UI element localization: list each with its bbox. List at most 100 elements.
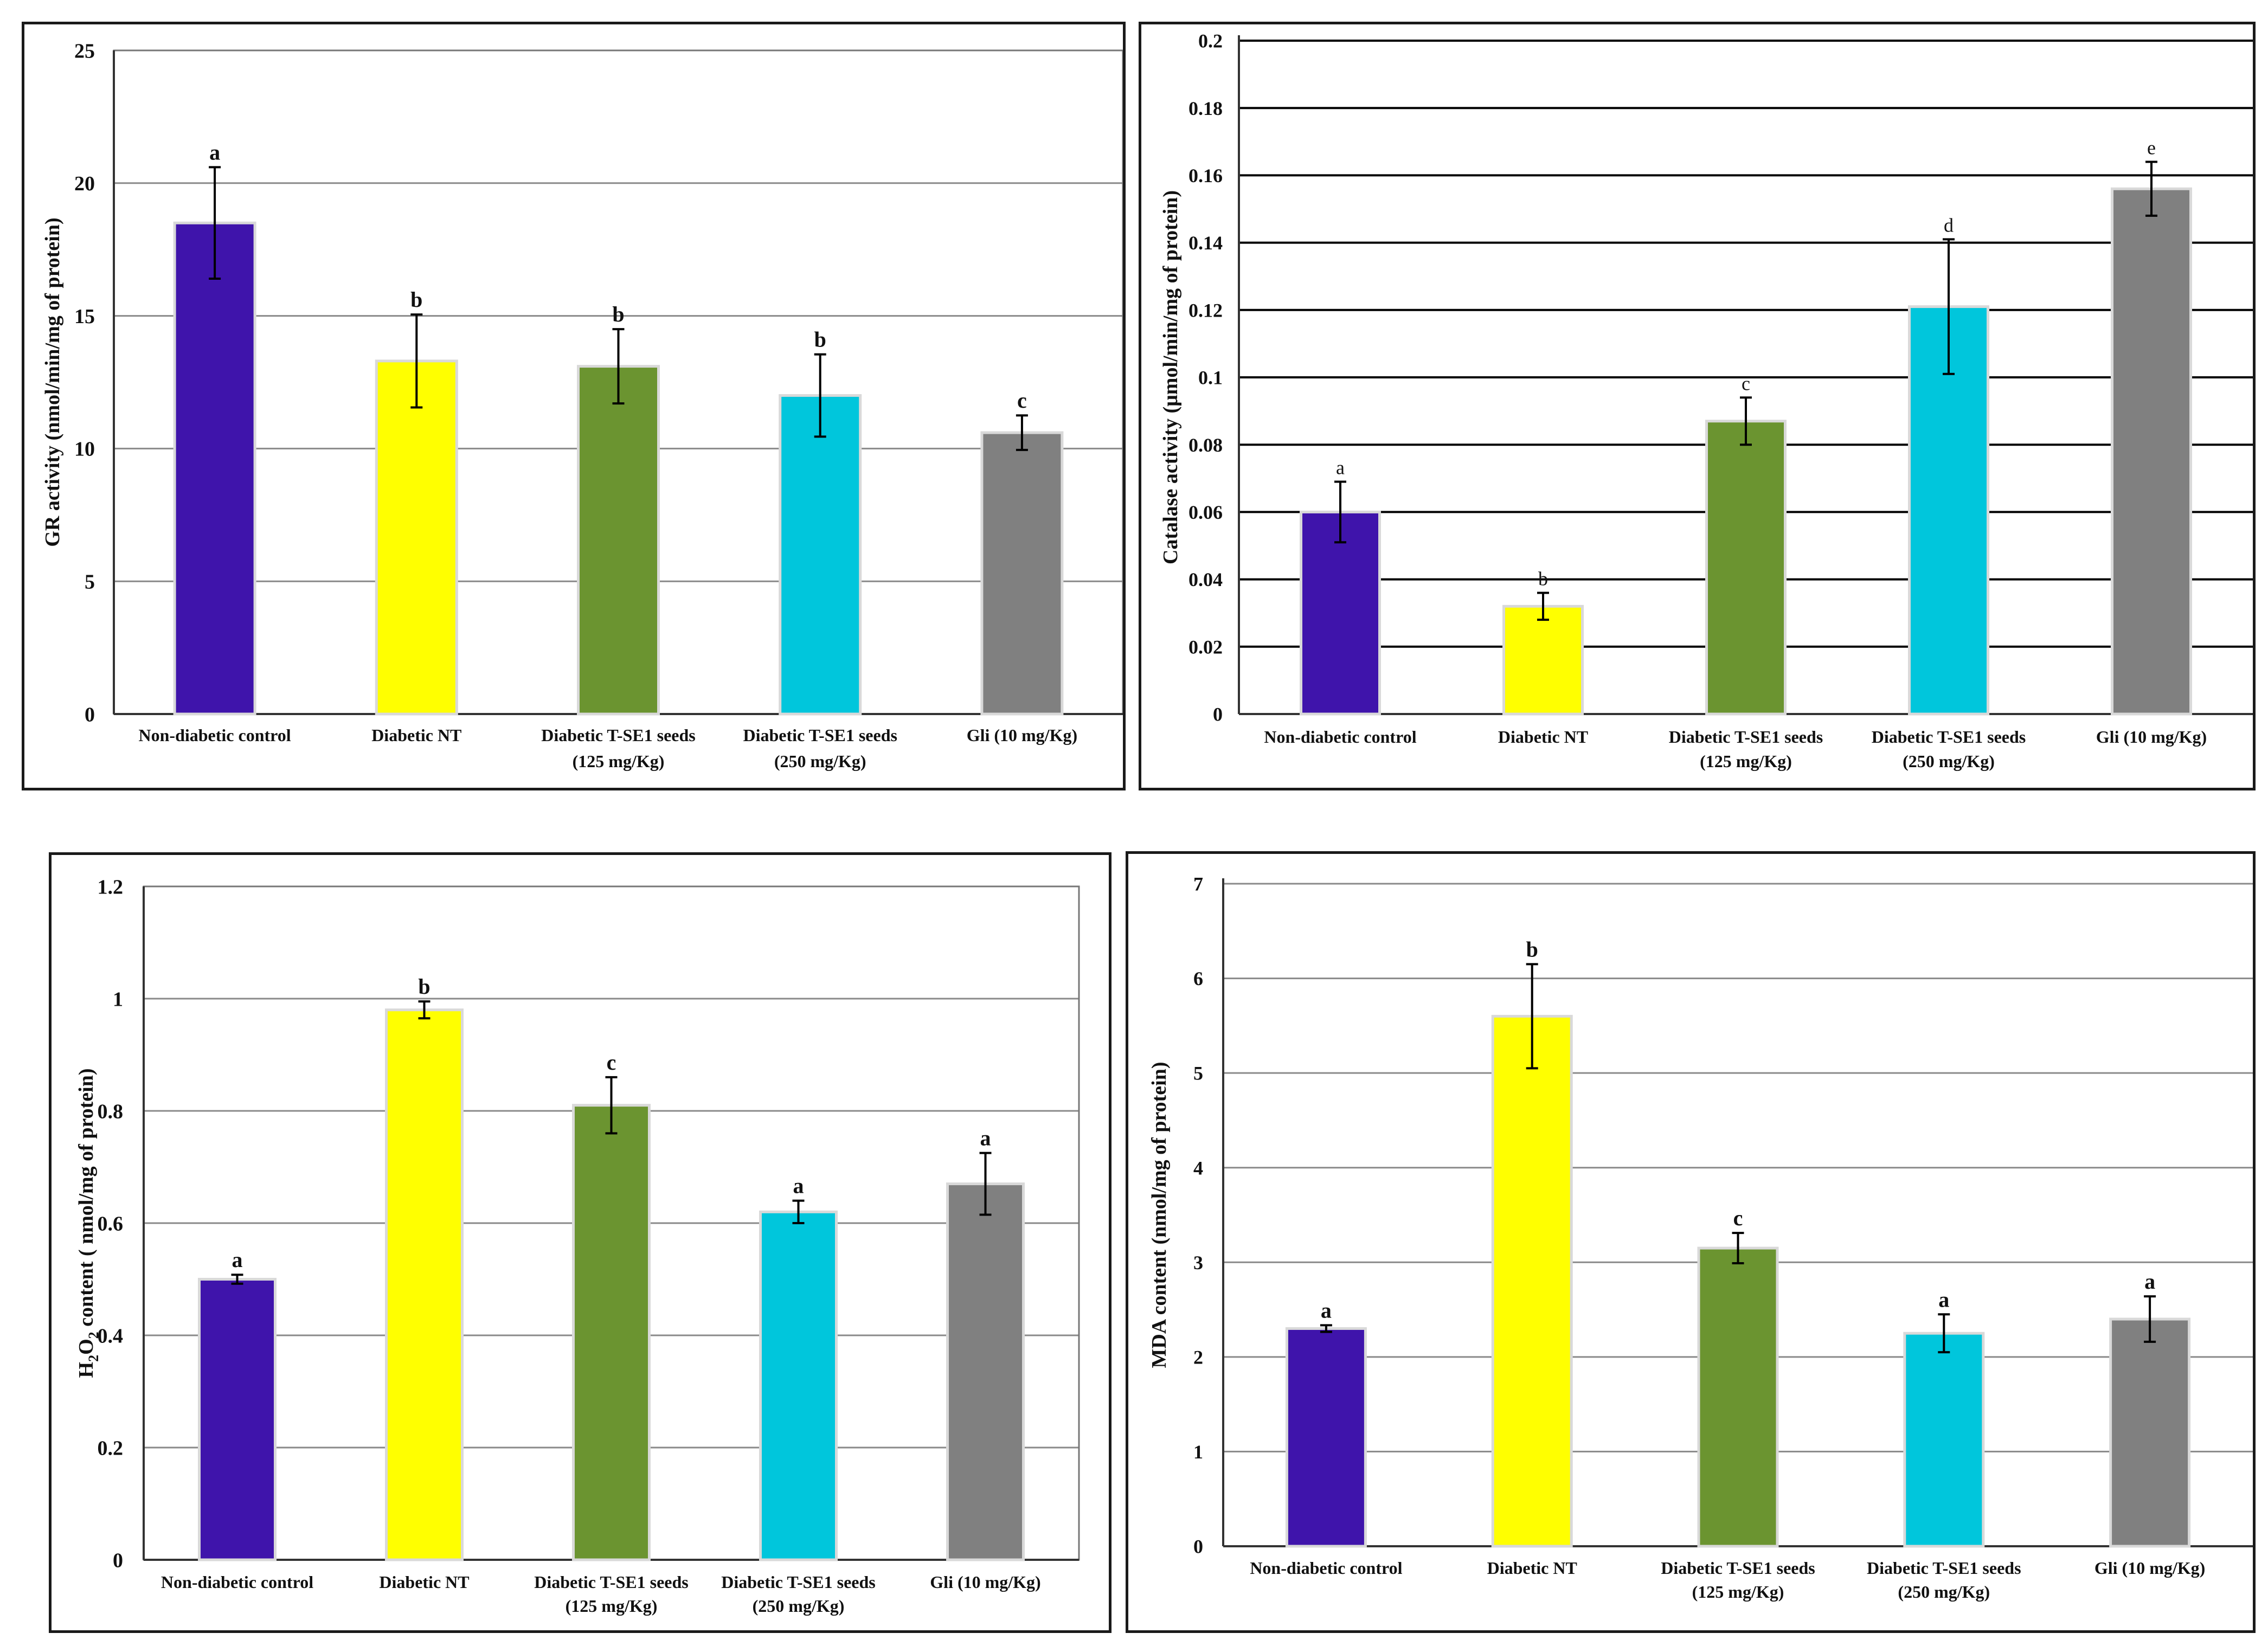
y-tick-label: 1 bbox=[113, 988, 123, 1011]
x-category-label: Non-diabetic control bbox=[139, 725, 291, 745]
y-axis-title-part: 2 bbox=[86, 1332, 101, 1339]
x-category-label: (250 mg/Kg) bbox=[1903, 751, 1995, 771]
y-tick-label: 0.16 bbox=[1188, 165, 1223, 187]
y-tick-label: 0.04 bbox=[1188, 569, 1223, 590]
bar bbox=[577, 365, 660, 716]
bar bbox=[779, 394, 862, 716]
y-tick-label: 7 bbox=[1193, 873, 1203, 895]
x-category-label: (250 mg/Kg) bbox=[774, 751, 866, 771]
y-tick-label: 1.2 bbox=[98, 876, 124, 898]
significance-letter: e bbox=[2147, 137, 2156, 159]
y-tick-label: 0 bbox=[85, 703, 95, 726]
y-tick-label: 0.14 bbox=[1188, 232, 1223, 254]
y-axis-title-part: H bbox=[75, 1362, 98, 1378]
x-category-label: (125 mg/Kg) bbox=[1700, 751, 1792, 771]
bar bbox=[385, 1008, 464, 1561]
bar bbox=[1697, 1246, 1779, 1548]
bar bbox=[1285, 1327, 1367, 1548]
y-tick-label: 5 bbox=[1193, 1063, 1203, 1084]
bar bbox=[198, 1278, 277, 1561]
significance-letter: c bbox=[1742, 372, 1750, 394]
bar bbox=[759, 1210, 838, 1561]
y-axis-title: GR activity (nmol/min/mg of protein) bbox=[41, 217, 64, 546]
x-category-label: Gli (10 mg/Kg) bbox=[2094, 1558, 2205, 1578]
x-category-label: (125 mg/Kg) bbox=[1692, 1582, 1784, 1602]
y-axis-title-part: O bbox=[75, 1339, 98, 1355]
mda-content-chart: 0 1 2 3 4 5 6 7 a Non-diabetic control b Diabetic N… bbox=[1148, 873, 2253, 1602]
bar bbox=[1903, 1332, 1985, 1548]
significance-letter: a bbox=[980, 1126, 991, 1150]
x-category-label: Diabetic T-SE1 seeds bbox=[534, 1572, 688, 1592]
x-category-label: Diabetic NT bbox=[379, 1572, 469, 1592]
significance-letter: a bbox=[232, 1248, 243, 1272]
y-axis-title-part: content ( nmol/mg of protein) bbox=[75, 1069, 98, 1332]
bar bbox=[1705, 420, 1787, 716]
bar bbox=[2111, 187, 2192, 716]
h2o2-content-chart-panel: 0 0.2 0.4 0.6 0.8 1 1.2 a Non-diabetic control b D… bbox=[49, 852, 1111, 1633]
y-tick-label: 6 bbox=[1193, 968, 1203, 989]
y-tick-label: 0 bbox=[1193, 1536, 1203, 1558]
significance-letter: b bbox=[418, 974, 430, 999]
y-tick-label: 0.1 bbox=[1198, 367, 1223, 389]
significance-letter: d bbox=[1944, 214, 1954, 236]
significance-letter: b bbox=[612, 302, 624, 326]
y-tick-label: 0.2 bbox=[1198, 30, 1223, 52]
mda-content-chart-panel: 0 1 2 3 4 5 6 7 a Non-diabetic control b Diabetic N… bbox=[1126, 851, 2256, 1633]
y-tick-label: 0 bbox=[113, 1549, 123, 1572]
y-tick-label: 0.4 bbox=[98, 1324, 124, 1347]
significance-letter: a bbox=[2144, 1269, 2155, 1294]
gr-activity-chart: 0 5 10 15 20 25 a Non-diabetic control b Diabetic… bbox=[41, 40, 1123, 771]
y-axis-title: Catalase activity (μmol/min/mg of protei… bbox=[1159, 190, 1182, 564]
bar bbox=[375, 359, 458, 716]
y-tick-label: 10 bbox=[74, 438, 95, 461]
y-tick-label: 20 bbox=[74, 172, 95, 195]
y-tick-label: 2 bbox=[1193, 1346, 1203, 1368]
x-category-label: (250 mg/Kg) bbox=[753, 1596, 845, 1616]
x-category-label: Diabetic T-SE1 seeds bbox=[743, 725, 897, 745]
bar bbox=[1502, 605, 1584, 716]
y-tick-label: 0.02 bbox=[1188, 636, 1223, 658]
y-tick-label: 0 bbox=[1213, 704, 1223, 725]
y-tick-label: 0.06 bbox=[1188, 501, 1223, 523]
y-tick-label: 4 bbox=[1193, 1157, 1203, 1179]
x-category-label: Diabetic T-SE1 seeds bbox=[721, 1572, 875, 1592]
y-tick-label: 1 bbox=[1193, 1441, 1203, 1463]
x-category-label: Gli (10 mg/Kg) bbox=[2096, 727, 2207, 747]
x-category-label: (125 mg/Kg) bbox=[566, 1596, 658, 1616]
x-category-label: Gli (10 mg/Kg) bbox=[967, 725, 1077, 745]
y-axis-title: H2O2 content ( nmol/mg of protein) bbox=[75, 1069, 101, 1378]
y-axis-title: MDA content (nmol/mg of protein) bbox=[1148, 1062, 1171, 1368]
significance-letter: a bbox=[1336, 457, 1345, 479]
x-category-label: Non-diabetic control bbox=[161, 1572, 313, 1592]
bar bbox=[572, 1104, 651, 1561]
x-category-label: (125 mg/Kg) bbox=[573, 751, 665, 771]
bar bbox=[173, 221, 256, 716]
y-axis-title-part: 2 bbox=[86, 1355, 101, 1362]
x-category-label: Diabetic NT bbox=[371, 725, 461, 745]
catalase-activity-chart-panel: 0 0.02 0.04 0.06 0.08 0.1 0.12 0.14 0.16 0.18 0.2 a… bbox=[1139, 22, 2256, 790]
x-category-label: Diabetic T-SE1 seeds bbox=[1872, 727, 2026, 747]
x-category-label: Diabetic T-SE1 seeds bbox=[1867, 1558, 2021, 1578]
significance-letter: a bbox=[1938, 1287, 1949, 1311]
x-category-label: Diabetic NT bbox=[1487, 1558, 1577, 1578]
bar bbox=[2109, 1317, 2191, 1548]
significance-letter: c bbox=[607, 1050, 616, 1075]
significance-letter: b bbox=[814, 327, 826, 352]
significance-letter: c bbox=[1017, 388, 1027, 413]
catalase-activity-chart: 0 0.02 0.04 0.06 0.08 0.1 0.12 0.14 0.16 0.18 0.2 a… bbox=[1159, 30, 2253, 771]
y-tick-label: 0.8 bbox=[98, 1100, 124, 1123]
y-tick-label: 3 bbox=[1193, 1252, 1203, 1274]
x-category-label: Diabetic T-SE1 seeds bbox=[1661, 1558, 1815, 1578]
y-tick-label: 0.12 bbox=[1188, 299, 1223, 321]
x-category-label: Diabetic T-SE1 seeds bbox=[541, 725, 695, 745]
h2o2-content-chart: 0 0.2 0.4 0.6 0.8 1 1.2 a Non-diabetic control b D… bbox=[75, 876, 1080, 1616]
x-category-label: Diabetic T-SE1 seeds bbox=[1669, 727, 1823, 747]
significance-letter: a bbox=[209, 140, 220, 164]
significance-letter: b bbox=[410, 287, 422, 312]
significance-letter: a bbox=[793, 1174, 804, 1198]
x-category-label: Non-diabetic control bbox=[1250, 1558, 1402, 1578]
significance-letter: c bbox=[1733, 1206, 1743, 1230]
x-category-label: Diabetic NT bbox=[1498, 727, 1588, 747]
y-tick-label: 25 bbox=[74, 40, 95, 62]
y-tick-label: 0.18 bbox=[1188, 98, 1223, 119]
